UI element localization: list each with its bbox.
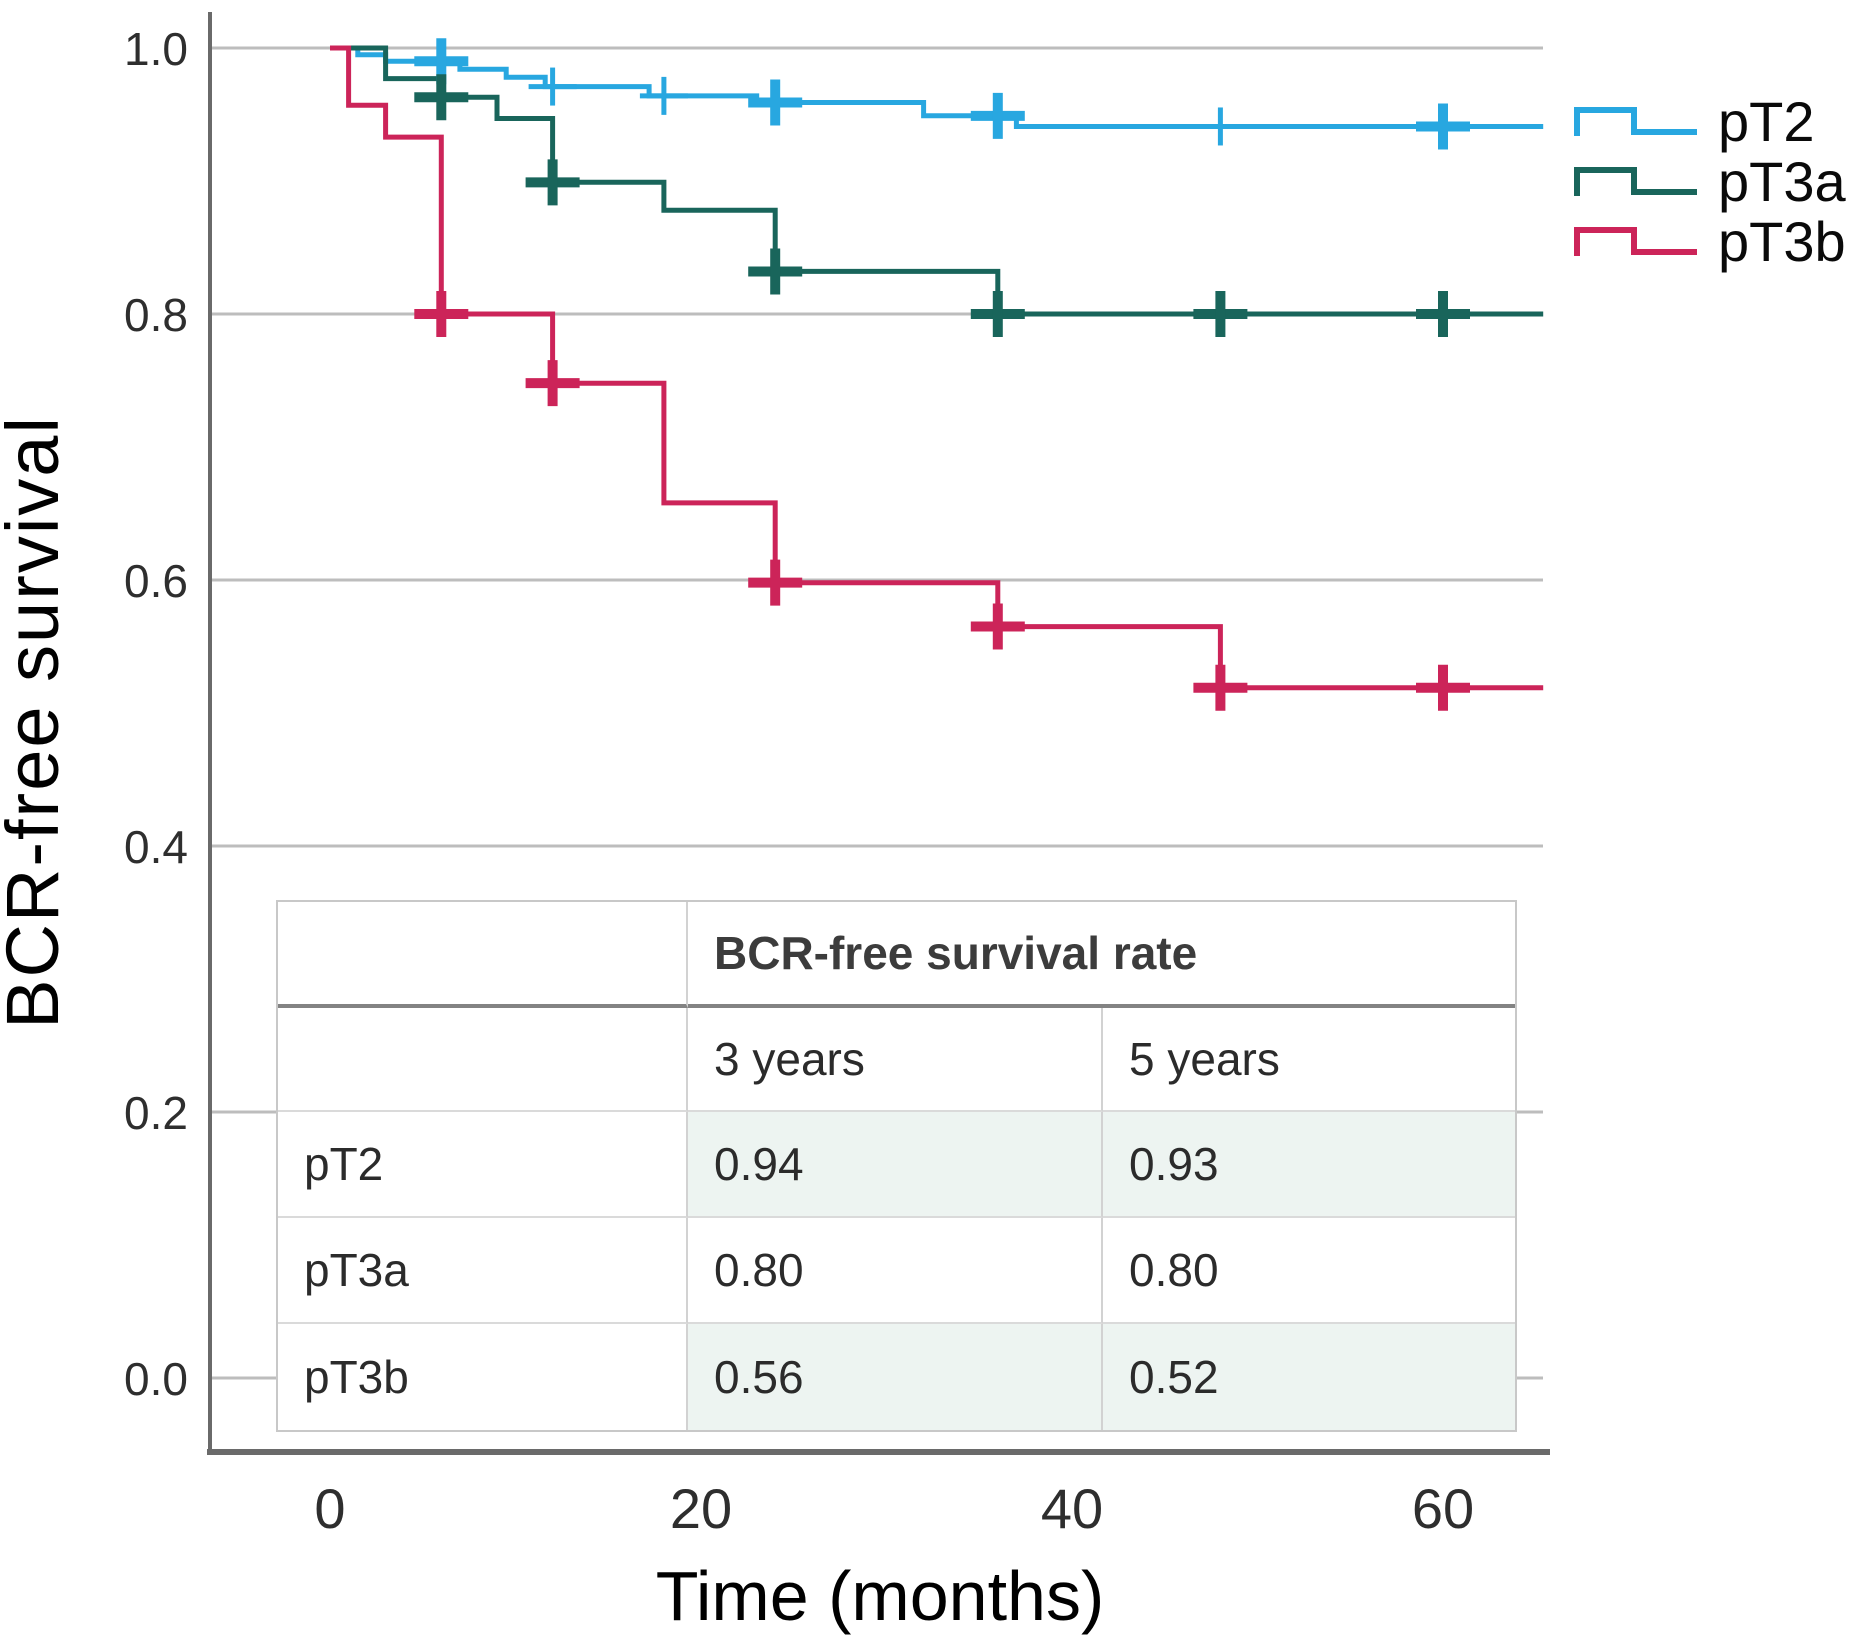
x-axis-title: Time (months) xyxy=(656,1557,1105,1635)
y-tick-label: 0.4 xyxy=(124,821,188,873)
table-empty-cell xyxy=(278,1008,688,1112)
km-curve-pt2 xyxy=(330,45,1544,129)
y-tick-label: 0.8 xyxy=(124,289,188,341)
legend-label-pt2: pT2 xyxy=(1718,90,1815,153)
table-cell-pt3a-3y: 0.80 xyxy=(688,1218,1103,1324)
survival-rate-table: BCR-free survival rate 3 years 5 years pT2 0… xyxy=(276,900,1517,1432)
y-tick-label: 0.6 xyxy=(124,555,188,607)
table-header: BCR-free survival rate xyxy=(688,902,1515,1008)
table-row-label-pt2: pT2 xyxy=(278,1112,688,1218)
table-cell-pt3b-5y: 0.52 xyxy=(1103,1324,1515,1430)
survival-curves xyxy=(330,45,1544,691)
x-tick-label: 0 xyxy=(314,1477,345,1540)
table-row-label-pt3a: pT3a xyxy=(278,1218,688,1324)
tick-labels: 1.0 0.8 0.6 0.4 0.2 0.0 0 20 40 60 xyxy=(124,23,1474,1540)
table-row-label-pt3b: pT3b xyxy=(278,1324,688,1430)
x-tick-label: 60 xyxy=(1412,1477,1474,1540)
table-cell-pt2-3y: 0.94 xyxy=(688,1112,1103,1218)
x-tick-label: 20 xyxy=(670,1477,732,1540)
km-curve-pt3a xyxy=(330,45,1544,317)
censor-marks xyxy=(414,38,1470,711)
table-cell-pt2-5y: 0.93 xyxy=(1103,1112,1515,1218)
y-tick-label: 1.0 xyxy=(124,23,188,75)
axes xyxy=(207,12,1550,1455)
legend-step-glyph-pt3b xyxy=(1574,227,1697,256)
legend-label-pt3b: pT3b xyxy=(1718,210,1846,273)
table-corner-cell xyxy=(278,902,688,1008)
y-axis-title: BCR-free survival xyxy=(0,415,74,1029)
legend-step-glyph-pt3a xyxy=(1574,167,1697,196)
km-curve-pt3b xyxy=(330,45,1544,691)
table-col-header-5-years: 5 years xyxy=(1103,1008,1515,1112)
table-col-header-3-years: 3 years xyxy=(688,1008,1103,1112)
y-tick-label: 0.0 xyxy=(124,1353,188,1405)
table-cell-pt3a-5y: 0.80 xyxy=(1103,1218,1515,1324)
legend-label-pt3a: pT3a xyxy=(1718,150,1846,213)
y-tick-label: 0.2 xyxy=(124,1087,188,1139)
table-cell-pt3b-3y: 0.56 xyxy=(688,1324,1103,1430)
x-tick-label: 40 xyxy=(1041,1477,1103,1540)
legend-step-glyph-pt2 xyxy=(1574,107,1697,136)
